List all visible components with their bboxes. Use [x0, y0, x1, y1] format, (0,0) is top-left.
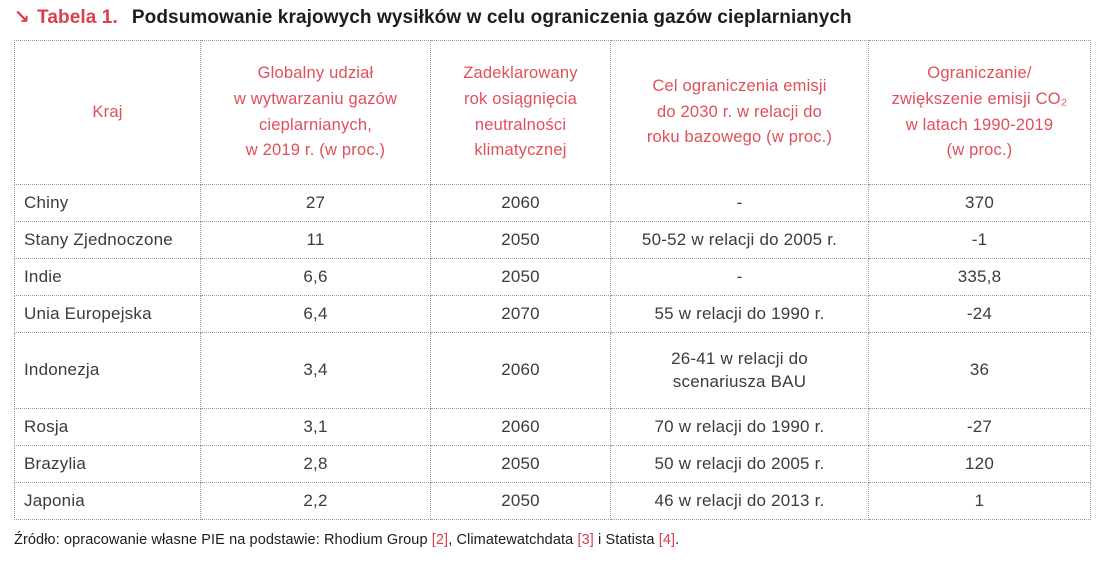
cell-global-share: 6,4	[200, 295, 431, 333]
header-neutrality-year: Zadeklarowany rok osiągnięcia neutralnoś…	[430, 40, 611, 185]
table-body: Chiny 27 2060 - 370 Stany Zjednoczone 11…	[14, 184, 1091, 520]
cell-neutrality-year: 2050	[430, 258, 611, 296]
source-text: .	[675, 532, 680, 548]
cell-2030-target: 70 w relacji do 1990 r.	[610, 408, 869, 446]
cell-global-share: 6,6	[200, 258, 431, 296]
source-text: , Climatewatchdata	[448, 532, 578, 548]
cell-country: Indonezja	[14, 332, 201, 409]
cell-country: Japonia	[14, 482, 201, 520]
citation-ref-3: [3]	[577, 532, 594, 548]
cell-co2-change: 1	[868, 482, 1091, 520]
cell-global-share: 11	[200, 221, 431, 259]
cell-neutrality-year: 2060	[430, 408, 611, 446]
cell-global-share: 3,4	[200, 332, 431, 409]
source-text: i Statista	[593, 532, 659, 548]
cell-country: Brazylia	[14, 445, 201, 483]
cell-2030-target: 50 w relacji do 2005 r.	[610, 445, 869, 483]
cell-country: Indie	[14, 258, 201, 296]
cell-co2-change: 36	[868, 332, 1091, 409]
cell-2030-target: -	[610, 258, 869, 296]
cell-country: Stany Zjednoczone	[14, 221, 201, 259]
table-row-unia-europejska: Unia Europejska 6,4 2070 55 w relacji do…	[14, 295, 1091, 333]
table-row-chiny: Chiny 27 2060 - 370	[14, 184, 1091, 222]
table-row-rosja: Rosja 3,1 2060 70 w relacji do 1990 r. -…	[14, 408, 1091, 446]
citation-ref-4: [4]	[658, 532, 676, 548]
cell-neutrality-year: 2060	[430, 332, 611, 409]
citation-ref-2: [2]	[431, 532, 449, 548]
table-row-brazylia: Brazylia 2,8 2050 50 w relacji do 2005 r…	[14, 445, 1091, 483]
table-row-stany-zjednoczone: Stany Zjednoczone 11 2050 50-52 w relacj…	[14, 221, 1091, 259]
cell-2030-target: 46 w relacji do 2013 r.	[610, 482, 869, 520]
header-row: Kraj Globalny udział w wytwarzaniu gazów…	[14, 40, 1091, 185]
cell-neutrality-year: 2050	[430, 445, 611, 483]
southeast-arrow-icon: ↘	[14, 7, 31, 28]
source-text: Źródło: opracowanie własne PIE na podsta…	[14, 532, 432, 548]
cell-country: Chiny	[14, 184, 201, 222]
table-title-text: Podsumowanie krajowych wysiłków w celu o…	[131, 7, 852, 28]
source-note: Źródło: opracowanie własne PIE na podsta…	[14, 532, 1090, 548]
cell-neutrality-year: 2060	[430, 184, 611, 222]
cell-2030-target: 26-41 w relacji do scenariusza BAU	[610, 332, 869, 409]
cell-global-share: 2,8	[200, 445, 431, 483]
table-row-japonia: Japonia 2,2 2050 46 w relacji do 2013 r.…	[14, 482, 1091, 520]
cell-co2-change: -1	[868, 221, 1091, 259]
table-head: Kraj Globalny udział w wytwarzaniu gazów…	[14, 40, 1091, 185]
header-co2-change: Ograniczanie/ zwiększenie emisji CO₂ w l…	[868, 40, 1091, 185]
cell-neutrality-year: 2070	[430, 295, 611, 333]
header-country: Kraj	[14, 40, 201, 185]
cell-co2-change: 120	[868, 445, 1091, 483]
cell-global-share: 27	[200, 184, 431, 222]
cell-co2-change: 370	[868, 184, 1091, 222]
cell-global-share: 2,2	[200, 482, 431, 520]
header-global-share: Globalny udział w wytwarzaniu gazów ciep…	[200, 40, 431, 185]
table-number-label: Tabela 1.	[37, 7, 118, 28]
cell-co2-change: 335,8	[868, 258, 1091, 296]
cell-co2-change: -27	[868, 408, 1091, 446]
cell-neutrality-year: 2050	[430, 221, 611, 259]
cell-neutrality-year: 2050	[430, 482, 611, 520]
ghg-efforts-table: Kraj Globalny udział w wytwarzaniu gazów…	[14, 40, 1091, 520]
table-row-indonezja: Indonezja 3,4 2060 26-41 w relacji do sc…	[14, 332, 1091, 409]
figure-title: ↘ Tabela 1. Podsumowanie krajowych wysiłkó…	[14, 6, 1090, 30]
cell-2030-target: -	[610, 184, 869, 222]
cell-2030-target: 55 w relacji do 1990 r.	[610, 295, 869, 333]
cell-country: Unia Europejska	[14, 295, 201, 333]
cell-2030-target: 50-52 w relacji do 2005 r.	[610, 221, 869, 259]
header-2030-target: Cel ograniczenia emisji do 2030 r. w rel…	[610, 40, 869, 185]
table-row-indie: Indie 6,6 2050 - 335,8	[14, 258, 1091, 296]
cell-country: Rosja	[14, 408, 201, 446]
cell-global-share: 3,1	[200, 408, 431, 446]
cell-co2-change: -24	[868, 295, 1091, 333]
